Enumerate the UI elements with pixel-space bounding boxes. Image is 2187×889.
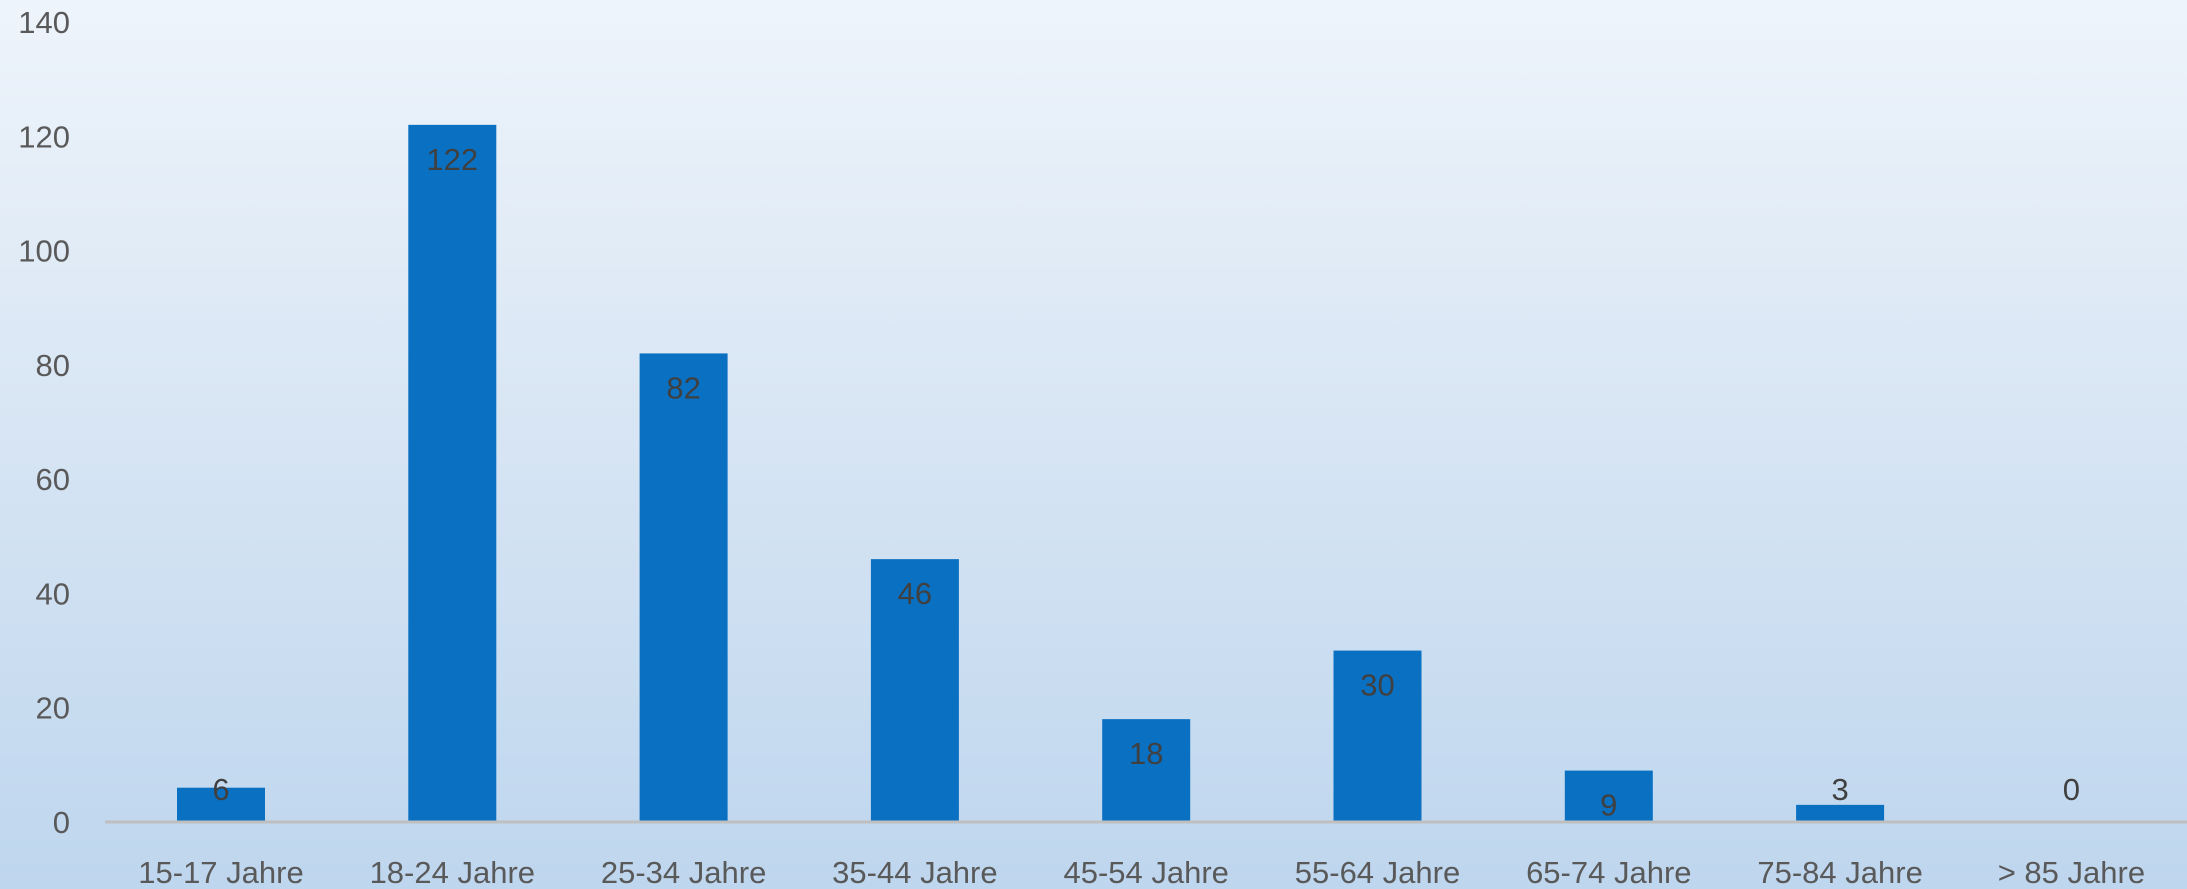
- y-tick-label: 100: [18, 234, 70, 269]
- x-tick-label: 65-74 Jahre: [1526, 855, 1691, 889]
- y-tick-label: 0: [53, 805, 70, 840]
- y-tick-label: 20: [36, 691, 70, 726]
- x-tick-label: 75-84 Jahre: [1757, 855, 1922, 889]
- bar: [177, 787, 265, 822]
- x-tick-label: > 85 Jahre: [1998, 855, 2145, 889]
- data-label: 6: [212, 772, 229, 807]
- x-tick-label: 18-24 Jahre: [370, 855, 535, 889]
- bar: [870, 559, 959, 822]
- bar: [408, 124, 497, 823]
- data-label: 9: [1600, 788, 1617, 823]
- bar: [1333, 650, 1422, 822]
- y-axis-ticks: 0 20 40 60 80 100 120 140: [18, 5, 70, 840]
- bar: [1102, 719, 1191, 822]
- x-axis-categories: 15-17 Jahre 18-24 Jahre 25-34 Jahre 35-44 J…: [138, 855, 2145, 889]
- data-label: 3: [1831, 772, 1848, 807]
- data-label: 30: [1360, 668, 1394, 703]
- data-label: 122: [426, 142, 478, 177]
- data-label: 18: [1129, 736, 1163, 771]
- y-tick-label: 120: [18, 119, 70, 154]
- y-tick-label: 140: [18, 5, 70, 40]
- x-tick-label: 35-44 Jahre: [832, 855, 997, 889]
- data-label: 46: [898, 576, 932, 611]
- y-tick-label: 80: [36, 348, 70, 383]
- x-tick-label: 45-54 Jahre: [1063, 855, 1228, 889]
- x-tick-label: 15-17 Jahre: [138, 855, 303, 889]
- data-label: 0: [2063, 772, 2080, 807]
- y-tick-label: 60: [36, 462, 70, 497]
- bar-series: [177, 124, 1885, 823]
- data-label: 82: [666, 370, 700, 405]
- bar: [1796, 804, 1885, 822]
- x-tick-label: 55-64 Jahre: [1295, 855, 1460, 889]
- y-tick-label: 40: [36, 576, 70, 611]
- bar: [639, 353, 728, 822]
- x-tick-label: 25-34 Jahre: [601, 855, 766, 889]
- bar: [1564, 770, 1653, 822]
